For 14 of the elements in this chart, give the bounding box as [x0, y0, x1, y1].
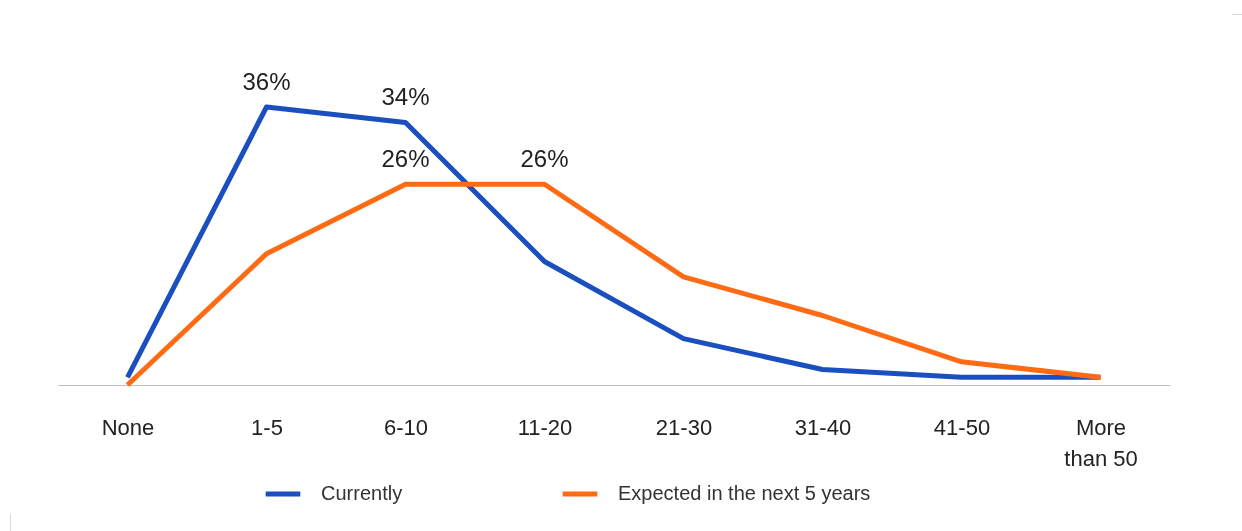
x-tick-label: 11-20 [517, 414, 573, 440]
x-tick-label: 41-50 [933, 414, 991, 440]
data-label: 36% [242, 68, 291, 95]
data-label: 26% [381, 145, 430, 173]
legend-label: Expected in the next 5 years [618, 482, 871, 504]
legend-label: Currently [321, 482, 403, 504]
x-tick-label: 21-30 [655, 414, 713, 440]
data-label: 26% [520, 145, 569, 173]
x-tick-label: None [101, 414, 155, 440]
x-tick-label: 1-5 [251, 414, 283, 440]
x-tick-label: More than 50 [1064, 414, 1138, 471]
data-label: 34% [381, 83, 430, 111]
x-tick-label: 6-10 [383, 414, 429, 440]
x-tick-label: 31-40 [794, 414, 852, 440]
